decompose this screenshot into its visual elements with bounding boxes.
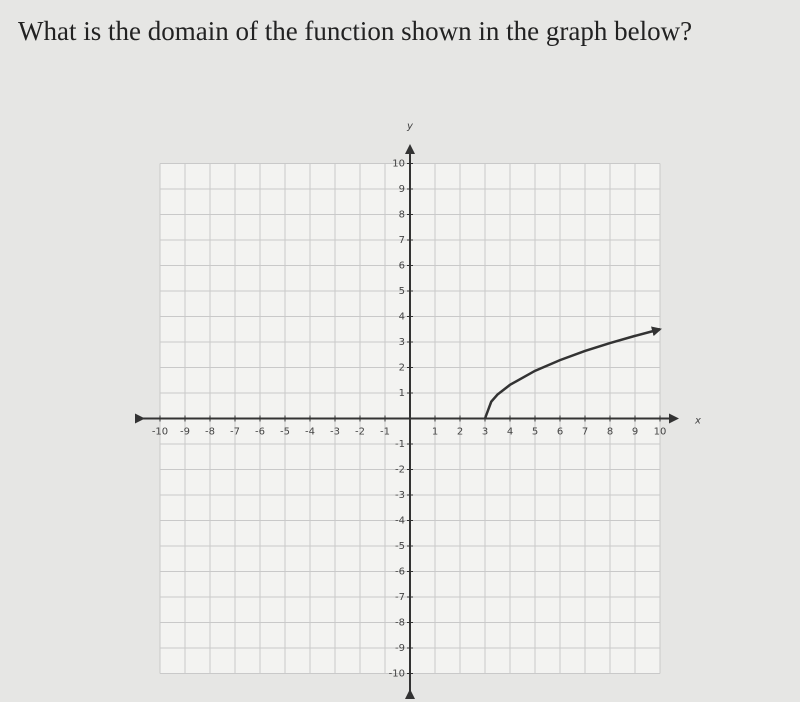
x-tick-label: 10: [654, 427, 667, 438]
x-tick-label: 8: [607, 427, 613, 438]
x-tick-label: 5: [532, 427, 538, 438]
y-tick-label: -7: [395, 592, 405, 603]
x-tick-label: -1: [380, 427, 390, 438]
question-text: What is the domain of the function shown…: [18, 16, 693, 46]
x-tick-label: 4: [507, 427, 513, 438]
y-tick-label: 3: [399, 337, 405, 348]
y-tick-label: -5: [395, 541, 405, 552]
y-tick-label: 6: [399, 261, 405, 272]
x-tick-label: -9: [180, 427, 190, 438]
y-tick-label: -3: [395, 490, 405, 501]
x-tick-label: 1: [432, 427, 438, 438]
x-tick-label: 2: [457, 427, 463, 438]
x-tick-label: -4: [305, 427, 315, 438]
x-tick-label: 9: [632, 427, 638, 438]
y-tick-label: 8: [399, 210, 405, 221]
x-tick-label: 6: [557, 427, 563, 438]
x-tick-label: -3: [330, 427, 340, 438]
function-curve: [483, 326, 662, 419]
y-tick-label: 1: [399, 388, 405, 399]
y-tick-label: -8: [395, 618, 405, 629]
y-tick-label: -1: [395, 439, 405, 450]
y-tick-label: -6: [395, 567, 405, 578]
y-tick-label: 7: [399, 235, 405, 246]
y-axis-label: y: [406, 121, 414, 132]
x-tick-label: -10: [152, 427, 168, 438]
x-tick-label: -8: [205, 427, 215, 438]
x-tick-label: -7: [230, 427, 240, 438]
x-tick-label: -2: [355, 427, 365, 438]
y-tick-label: 2: [399, 363, 405, 374]
x-axis-label: x: [694, 416, 701, 427]
x-tick-label: 7: [582, 427, 588, 438]
x-tick-label: -5: [280, 427, 290, 438]
y-tick-label: 10: [392, 159, 405, 170]
x-tick-label: 3: [482, 427, 488, 438]
y-tick-label: -4: [395, 516, 405, 527]
y-tick-label: 9: [399, 184, 405, 195]
y-tick-label: -9: [395, 643, 405, 654]
y-tick-label: 4: [399, 312, 405, 323]
x-tick-label: -6: [255, 427, 265, 438]
y-tick-label: -2: [395, 465, 405, 476]
y-tick-label: 5: [399, 286, 405, 297]
y-tick-label: -10: [389, 669, 405, 680]
